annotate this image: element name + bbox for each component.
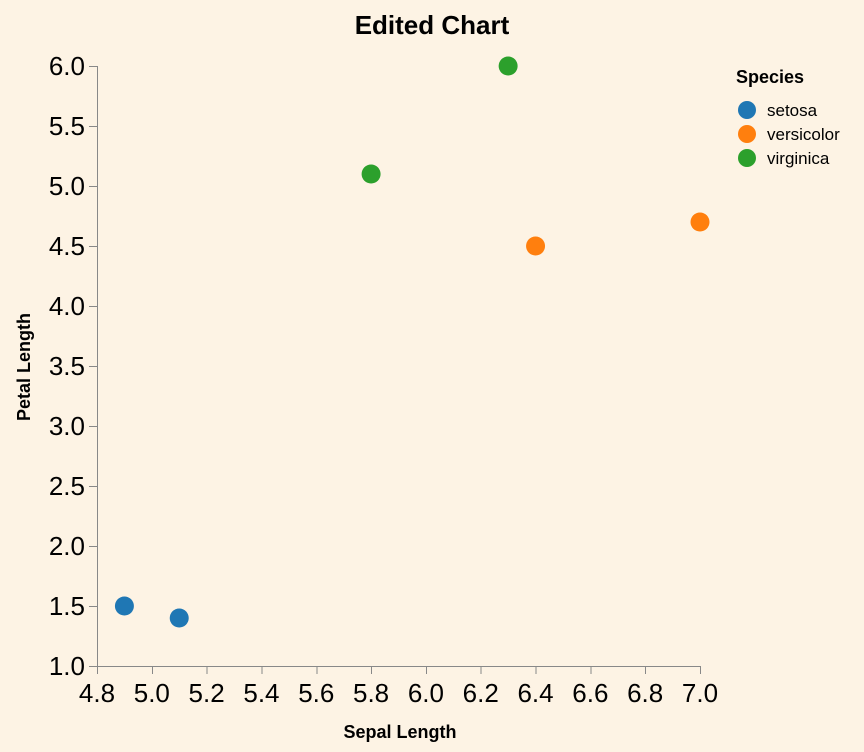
y-axis-title: Petal Length — [14, 313, 34, 421]
y-tick-label: 5.0 — [49, 171, 85, 201]
y-tick-label: 1.5 — [49, 591, 85, 621]
data-point-setosa — [114, 596, 134, 616]
legend-swatch-setosa — [738, 101, 756, 119]
x-tick-label: 7.0 — [682, 678, 718, 708]
y-tick-label: 4.0 — [49, 291, 85, 321]
x-tick-label: 6.2 — [463, 678, 499, 708]
y-tick-label: 6.0 — [49, 51, 85, 81]
y-tick-label: 1.0 — [49, 651, 85, 681]
x-tick-label: 5.0 — [134, 678, 170, 708]
legend-label-setosa: setosa — [767, 101, 818, 120]
data-point-virginica — [361, 164, 381, 184]
x-tick-label: 5.8 — [353, 678, 389, 708]
x-axis: 4.8 5.0 5.2 5.4 5.6 5.8 6.0 6.2 6.4 6.6 6.8 7.0 — [79, 666, 718, 708]
x-axis-title: Sepal Length — [343, 722, 456, 742]
legend-label-virginica: virginica — [767, 149, 830, 168]
chart-title: Edited Chart — [355, 10, 510, 40]
legend-swatch-virginica — [738, 149, 756, 167]
y-tick-label: 2.5 — [49, 471, 85, 501]
y-tick-label: 2.0 — [49, 531, 85, 561]
x-tick-label: 5.4 — [243, 678, 279, 708]
data-point-versicolor — [690, 212, 710, 232]
x-tick-label: 5.2 — [189, 678, 225, 708]
y-tick-label: 5.5 — [49, 111, 85, 141]
data-points — [114, 56, 710, 628]
legend-label-versicolor: versicolor — [767, 125, 840, 144]
x-tick-label: 6.8 — [627, 678, 663, 708]
legend-title: Species — [736, 67, 804, 87]
y-tick-label: 3.0 — [49, 411, 85, 441]
data-point-versicolor — [526, 236, 546, 256]
x-tick-label: 5.6 — [298, 678, 334, 708]
x-tick-label: 6.6 — [572, 678, 608, 708]
y-tick-label: 3.5 — [49, 351, 85, 381]
legend: Species setosa versicolor virginica — [736, 67, 840, 168]
x-tick-label: 6.4 — [517, 678, 553, 708]
y-tick-label: 4.5 — [49, 231, 85, 261]
x-tick-label: 6.0 — [408, 678, 444, 708]
x-tick-label: 4.8 — [79, 678, 115, 708]
legend-items: setosa versicolor virginica — [738, 101, 840, 168]
y-axis: 1.0 1.5 2.0 2.5 3.0 3.5 4.0 4.5 5.0 5.5 6.0 — [49, 51, 98, 681]
data-point-virginica — [498, 56, 518, 76]
legend-swatch-versicolor — [738, 125, 756, 143]
data-point-setosa — [169, 608, 189, 628]
